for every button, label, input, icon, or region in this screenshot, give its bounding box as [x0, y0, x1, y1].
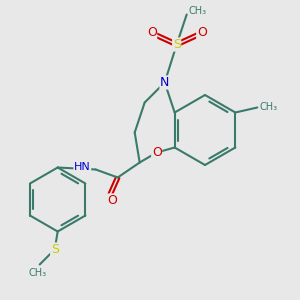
Text: O: O	[197, 26, 207, 39]
Text: S: S	[173, 38, 181, 51]
Text: O: O	[107, 194, 117, 207]
Text: O: O	[147, 26, 157, 39]
Text: S: S	[51, 243, 59, 256]
Text: N: N	[160, 76, 169, 89]
Text: CH₃: CH₃	[259, 103, 278, 112]
Text: CH₃: CH₃	[28, 268, 47, 278]
Text: CH₃: CH₃	[189, 7, 207, 16]
Text: HN: HN	[74, 161, 91, 172]
Text: O: O	[152, 146, 162, 159]
